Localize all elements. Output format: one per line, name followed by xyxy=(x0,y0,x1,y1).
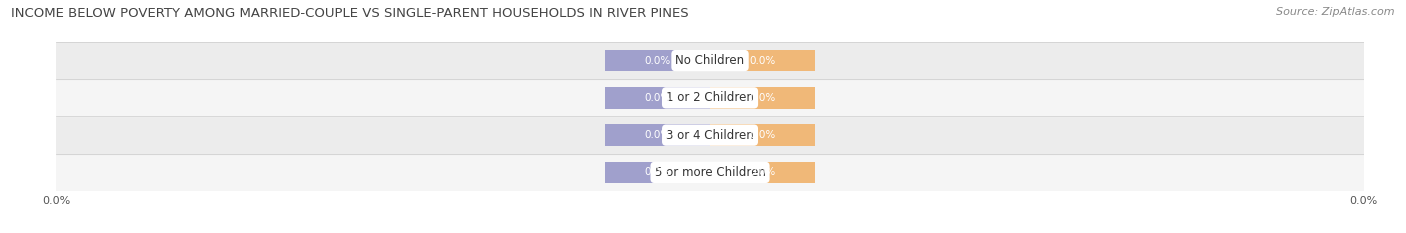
Text: 0.0%: 0.0% xyxy=(749,56,776,65)
Bar xyxy=(56,42,1364,79)
Bar xyxy=(606,162,710,183)
Text: No Children: No Children xyxy=(675,54,745,67)
Text: INCOME BELOW POVERTY AMONG MARRIED-COUPLE VS SINGLE-PARENT HOUSEHOLDS IN RIVER P: INCOME BELOW POVERTY AMONG MARRIED-COUPL… xyxy=(11,7,689,20)
Bar xyxy=(56,154,1364,191)
Text: 1 or 2 Children: 1 or 2 Children xyxy=(666,91,754,104)
Text: 0.0%: 0.0% xyxy=(644,56,671,65)
Text: 0.0%: 0.0% xyxy=(749,130,776,140)
Text: 0.0%: 0.0% xyxy=(644,130,671,140)
Text: 0.0%: 0.0% xyxy=(749,93,776,103)
Text: 3 or 4 Children: 3 or 4 Children xyxy=(666,129,754,142)
Text: 0.0%: 0.0% xyxy=(644,168,671,177)
Bar xyxy=(606,50,710,71)
Bar xyxy=(606,87,710,109)
Text: Source: ZipAtlas.com: Source: ZipAtlas.com xyxy=(1277,7,1395,17)
Text: 0.0%: 0.0% xyxy=(644,93,671,103)
Bar xyxy=(56,116,1364,154)
Text: 5 or more Children: 5 or more Children xyxy=(655,166,765,179)
Bar xyxy=(56,79,1364,116)
Bar xyxy=(710,162,814,183)
Bar xyxy=(710,50,814,71)
Bar xyxy=(710,124,814,146)
Bar xyxy=(606,124,710,146)
Bar xyxy=(710,87,814,109)
Text: 0.0%: 0.0% xyxy=(749,168,776,177)
